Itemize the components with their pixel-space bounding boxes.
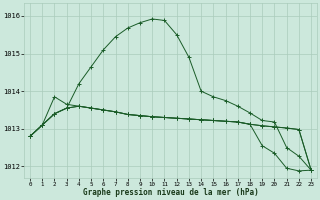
X-axis label: Graphe pression niveau de la mer (hPa): Graphe pression niveau de la mer (hPa): [83, 188, 259, 197]
